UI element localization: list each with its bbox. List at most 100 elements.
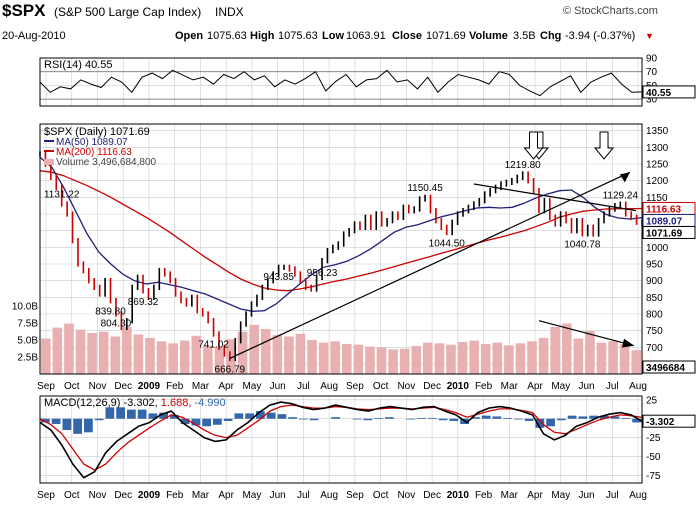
exchange-label: INDX [215,5,244,19]
volume-bar [631,350,641,374]
macd-x-label: May [242,490,261,501]
rsi-y-tick: 70 [646,67,658,78]
volume-legend: Volume 3,496,684,800 [56,157,157,168]
volume-bar [145,337,155,374]
volume-badge-box [642,360,696,374]
volume-bar [492,342,503,374]
macd-x-label: Oct [373,490,389,501]
price-y-tick: 1350 [646,126,669,137]
macd-y-tick: 25 [646,395,658,406]
macd-histogram-bar [503,417,512,419]
macd-histogram-bar [578,416,588,419]
trendline-resistance [473,183,637,212]
trendline-support-arrow-icon [619,172,630,183]
high-value: 1075.63 [278,30,318,42]
macd-x-label: Oct [64,490,80,501]
macd-histogram-bar [331,417,340,419]
price-x-label: Oct [373,381,389,392]
price-x-label: Mar [501,381,519,392]
macd-x-label: Feb [475,490,493,501]
volume-bar [411,346,422,374]
volume-bar [561,323,572,374]
price-y-tick: 850 [646,293,663,304]
price-x-label: Jul [606,381,619,392]
price-y-tick: 1250 [646,160,669,171]
volume-bar [272,335,283,374]
price-x-label: Aug [629,381,647,392]
index-name: (S&P 500 Large Cap Index) [54,5,202,19]
price-x-label: Sep [37,381,55,392]
volume-badge: 3496684 [646,363,685,374]
volume-legend-swatch [44,159,54,165]
rsi-line [39,69,643,97]
volume-bar [423,342,433,374]
price-x-label: Aug [320,381,338,392]
macd-histogram-bar [127,409,136,419]
macd-histogram-bar [632,418,641,423]
macd-histogram-bar [213,418,222,425]
price-annotation: 956.23 [307,268,338,279]
price-annotation: 839.80 [95,307,126,318]
macd-x-label: Jul [297,490,310,501]
macd-histogram-bar [137,409,147,419]
price-x-label: Nov [89,381,107,392]
volume-bar [469,340,479,374]
macd-histogram-bar [105,407,115,419]
macd-x-label: Nov [89,490,107,501]
trendline-volume [538,320,635,347]
volume-bar [457,341,468,374]
macd-histogram-bar [180,418,190,424]
macd-histogram-bar [84,418,93,433]
macd-histogram-bar [428,417,437,419]
macd-last-value: -3.302 [646,417,675,428]
macd-x-label: Aug [629,490,647,501]
macd-histogram-bar [266,412,276,419]
chg-label: Chg [540,30,562,42]
price-y-tick: 800 [646,310,663,321]
price-x-label: Feb [166,381,184,392]
volume-bar [596,342,607,374]
volume-axis-tick: 7.5B [17,318,38,329]
brand-label[interactable]: © StockCharts.com [563,5,658,17]
macd-x-label: May [551,490,570,501]
price-y-tick: 1300 [646,143,669,154]
volume-bar [41,338,51,374]
macd-legend-label: MACD(12,26,9) [44,397,123,409]
ma50-line [39,156,643,312]
macd-histogram-bar [438,418,448,421]
symbol-title: $SPX [2,1,46,20]
price-x-label: Nov [397,381,415,392]
macd-histogram-bar [621,417,631,419]
macd-histogram-bar [148,413,158,419]
rsi-last-value: 40.55 [646,88,671,99]
macd-histogram-bar [567,415,577,419]
rsi-y-tick: 30 [646,95,658,106]
price-y-tick: 1200 [646,176,669,187]
price-annotation: 1131.22 [44,190,80,201]
price-y-tick: 750 [646,326,663,337]
macd-histogram-bar [277,414,287,419]
macd-legend-signal: 1.688, [161,397,195,409]
ma200-legend: MA(200) 1116.63 [56,147,132,158]
macd-histogram-bar [288,417,297,419]
open-label: Open [175,30,204,42]
volume-bar [191,335,202,374]
price-x-label: 2010 [447,381,470,392]
macd-histogram-bar [589,415,598,419]
volume-bar [515,343,526,374]
price-x-label: Apr [218,381,234,392]
macd-histogram-bar [492,416,502,419]
price-annotation: 1044.50 [429,239,466,250]
volume-axis-tick: 5.0B [17,335,38,346]
macd-x-label: Aug [320,490,338,501]
low-value: 1063.91 [346,30,386,42]
macd-histogram-bar [610,416,620,419]
rsi-frame [39,57,643,107]
macd-line [39,401,643,479]
price-annotation: 804.30 [101,319,132,330]
price-y-tick: 1000 [646,243,669,254]
macd-histogram-bar [299,418,308,420]
macd-histogram-bar [600,415,609,419]
